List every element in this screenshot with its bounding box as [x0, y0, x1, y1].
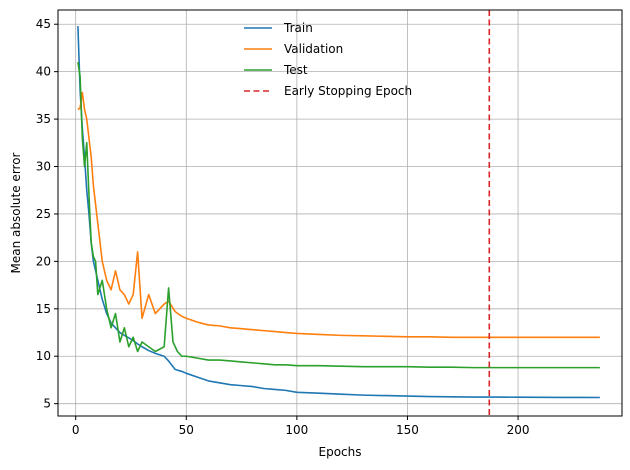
x-tick-label: 50 — [179, 423, 194, 437]
x-tick-label: 0 — [72, 423, 80, 437]
x-tick-label: 100 — [285, 423, 308, 437]
y-axis-ticks: 5 10 15 20 25 30 35 40 45 — [36, 17, 58, 411]
legend-label-train: Train — [283, 21, 313, 35]
series-layer — [77, 26, 600, 399]
legend-label-early-stopping: Early Stopping Epoch — [284, 84, 412, 98]
y-tick-label: 35 — [36, 112, 51, 126]
legend: Train Validation Test Early Stopping Epoch — [244, 21, 412, 98]
y-tick-label: 10 — [36, 349, 51, 363]
y-tick-label: 15 — [36, 302, 51, 316]
legend-label-test: Test — [283, 63, 308, 77]
x-axis-label: Epochs — [319, 445, 362, 459]
series-line-train — [77, 26, 600, 399]
x-axis-ticks: 0 50 100 150 200 — [72, 416, 530, 437]
x-tick-label: 200 — [507, 423, 530, 437]
series-line-validation — [77, 91, 600, 339]
grid-lines — [58, 10, 622, 416]
y-tick-label: 40 — [36, 65, 51, 79]
y-tick-label: 30 — [36, 160, 51, 174]
legend-label-validation: Validation — [284, 42, 343, 56]
x-tick-label: 150 — [396, 423, 419, 437]
y-tick-label: 25 — [36, 207, 51, 221]
y-axis-label: Mean absolute error — [9, 152, 23, 273]
y-tick-label: 5 — [43, 397, 51, 411]
series-line-test — [77, 62, 600, 369]
plot-area-frame — [57, 9, 623, 417]
y-tick-label: 20 — [36, 254, 51, 268]
y-tick-label: 45 — [36, 17, 51, 31]
